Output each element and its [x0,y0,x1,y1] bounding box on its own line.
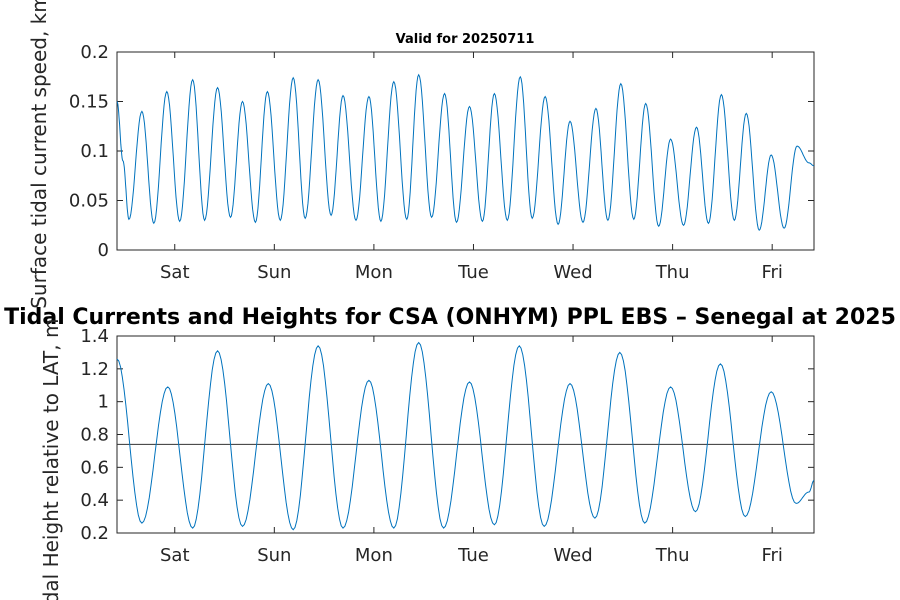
height-y-tick-label: 1 [98,392,109,413]
height-y-axis-label: Tidal Height relative to LAT, m [39,319,63,600]
height-y-tick-label: 0.6 [80,457,109,478]
speed-x-ticks: Sat Sun Mon Tue Wed Thu Fri [160,52,783,283]
speed-chart: Valid for 20250711 0 0.05 0.1 0.15 0.2 Sat Su… [27,0,815,309]
speed-series-line [116,73,815,232]
height-x-tick-label: Tue [457,545,489,566]
speed-x-tick-label: Tue [457,262,489,283]
speed-x-tick-label: Sun [257,262,291,283]
speed-y-tick-label: 0 [98,240,109,261]
height-y-tick-label: 0.2 [80,523,109,544]
speed-x-tick-label: Thu [655,262,690,283]
height-y-tick-label: 0.4 [80,490,109,511]
height-y-ticks: 0.2 0.4 0.6 0.8 1 1.2 1.4 [80,326,814,544]
height-x-tick-label: Mon [355,545,393,566]
speed-x-tick-label: Wed [553,262,592,283]
height-x-tick-label: Sun [257,545,291,566]
speed-x-tick-label: Fri [761,262,782,283]
height-x-tick-label: Wed [553,545,592,566]
height-y-tick-label: 1.4 [80,326,109,347]
speed-x-tick-label: Mon [355,262,393,283]
speed-y-ticks: 0 0.05 0.1 0.15 0.2 [69,42,814,261]
speed-y-tick-label: 0.05 [69,191,109,212]
speed-y-tick-label: 0.1 [80,141,109,162]
height-chart-axes-box [116,335,815,534]
height-x-ticks: Sat Sun Mon Tue Wed Thu Fri [160,336,783,566]
height-series-line [116,341,815,531]
speed-y-tick-label: 0.15 [69,92,109,113]
speed-chart-title: Valid for 20250711 [396,32,535,47]
speed-y-axis-label: Surface tidal current speed, km [27,0,51,309]
height-x-tick-label: Fri [761,545,782,566]
figure-title: Tidal Currents and Heights for CSA (ONHY… [4,305,896,330]
height-x-tick-label: Sat [160,545,190,566]
speed-y-tick-label: 0.2 [80,42,109,63]
height-chart: 0.2 0.4 0.6 0.8 1 1.2 1.4 Sat Sun Mon Tue Wed Thu Fr… [39,319,815,600]
height-x-tick-label: Thu [655,545,690,566]
height-y-tick-label: 1.2 [80,359,109,380]
speed-x-tick-label: Sat [160,262,190,283]
height-y-tick-label: 0.8 [80,425,109,446]
